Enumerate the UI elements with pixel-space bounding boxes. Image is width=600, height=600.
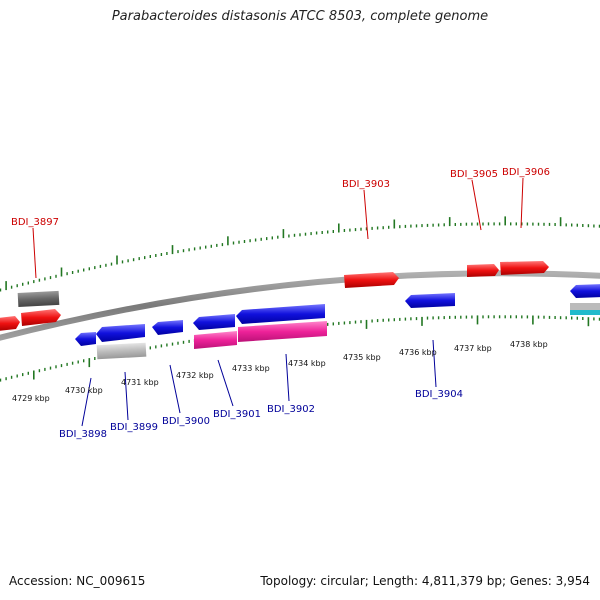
gene-arrow-reverse[interactable] — [570, 284, 600, 298]
gene-bdi3901[interactable] — [193, 314, 235, 330]
leader-bdi3898 — [81, 377, 92, 427]
gene-label-bdi3898[interactable]: BDI_3898 — [59, 429, 107, 440]
leader-bdi3900 — [169, 364, 181, 414]
forward-genes — [0, 261, 549, 331]
scale-label: 4730 kbp — [65, 386, 103, 395]
gene-label-bdi3906[interactable]: BDI_3906 — [502, 167, 550, 178]
leader-bdi3902 — [285, 353, 290, 402]
gene-label-bdi3900[interactable]: BDI_3900 — [162, 416, 210, 427]
scale-label: 4729 kbp — [12, 394, 50, 403]
scale-label: 4733 kbp — [232, 364, 270, 373]
gene-label-bdi3901[interactable]: BDI_3901 — [213, 409, 261, 420]
leader-bdi3897 — [32, 227, 37, 279]
other-feature[interactable] — [570, 303, 600, 310]
gene-bdi3906[interactable] — [500, 261, 549, 275]
gene-label-bdi3905[interactable]: BDI_3905 — [450, 169, 498, 180]
forward-strand-tick-arc — [0, 216, 600, 292]
gene-labels: BDI_3897 BDI_3903 BDI_3905 BDI_3906 BDI_… — [11, 167, 550, 440]
leader-bdi3906 — [520, 177, 524, 229]
gene-label-bdi3904[interactable]: BDI_3904 — [415, 389, 463, 400]
gene-bdi3898[interactable] — [75, 332, 96, 346]
gene-bdi3902[interactable] — [236, 304, 325, 324]
rna-gene[interactable] — [194, 331, 237, 349]
pseudogene-bdi3897[interactable] — [17, 290, 60, 308]
other-feature[interactable] — [570, 310, 600, 315]
gene-arrow-forward[interactable] — [0, 316, 20, 331]
scale-label: 4731 kbp — [121, 378, 159, 387]
map-title: Parabacteroides distasonis ATCC 8503, co… — [111, 9, 489, 24]
gene-label-bdi3903[interactable]: BDI_3903 — [342, 179, 390, 190]
gene-bdi3904[interactable] — [405, 293, 455, 308]
gene-bdi3900[interactable] — [152, 320, 183, 335]
accession-text: Accession: NC_009615 — [9, 574, 146, 588]
scale-label: 4732 kbp — [176, 371, 214, 380]
label-leader-lines — [32, 177, 524, 427]
gene-label-bdi3902[interactable]: BDI_3902 — [267, 404, 315, 415]
reverse-genes — [75, 284, 600, 360]
gene-label-bdi3899[interactable]: BDI_3899 — [110, 422, 158, 433]
scale-label: 4735 kbp — [343, 353, 381, 362]
gene-arrow-forward[interactable] — [21, 309, 61, 326]
scale-label: 4738 kbp — [510, 340, 548, 349]
pseudogene-reverse[interactable] — [96, 342, 147, 360]
leader-bdi3905 — [471, 179, 482, 231]
topology-summary: Topology: circular; Length: 4,811,379 bp… — [260, 574, 590, 588]
gene-bdi3903[interactable] — [344, 272, 399, 288]
leader-bdi3903 — [363, 189, 369, 240]
leader-bdi3901 — [217, 359, 234, 407]
scale-labels: 4729 kbp 4730 kbp 4731 kbp 4732 kbp 4733… — [12, 340, 548, 403]
rna-gene[interactable] — [238, 321, 327, 342]
gene-bdi3905[interactable] — [467, 264, 499, 277]
leader-bdi3899 — [124, 371, 129, 421]
leader-bdi3904 — [432, 339, 437, 388]
scale-label: 4736 kbp — [399, 348, 437, 357]
gene-label-bdi3897[interactable]: BDI_3897 — [11, 217, 59, 228]
scale-label: 4737 kbp — [454, 344, 492, 353]
gene-bdi3899[interactable] — [96, 324, 145, 342]
scale-label: 4734 kbp — [288, 359, 326, 368]
